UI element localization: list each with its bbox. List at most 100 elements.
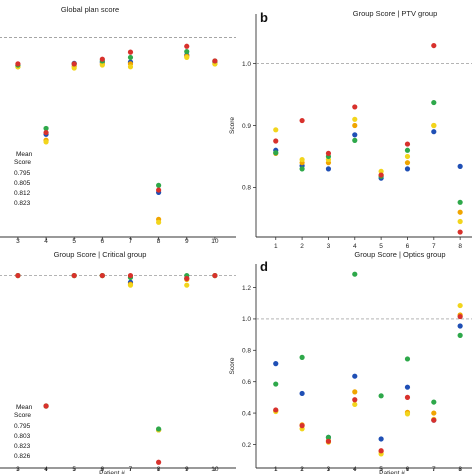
x-tick-label: 5 <box>72 466 76 473</box>
y-tick-label: 1.2 <box>242 285 251 292</box>
x-tick-label: 9 <box>185 238 189 245</box>
x-tick-label: 2 <box>300 466 304 473</box>
data-point-blue <box>299 390 305 397</box>
data-point-green <box>156 182 162 188</box>
data-point-orange <box>457 209 463 215</box>
data-point-blue <box>431 129 437 135</box>
data-point-red <box>352 397 358 403</box>
data-point-orange <box>431 410 437 416</box>
data-point-yellow <box>352 116 358 122</box>
data-point-red <box>15 61 21 67</box>
data-point-red <box>99 56 105 62</box>
data-point-green <box>352 271 358 277</box>
y-tick-label: 0.6 <box>242 379 251 386</box>
data-point-green <box>127 54 134 61</box>
data-point-red <box>431 417 437 423</box>
x-tick-label: 6 <box>101 466 105 473</box>
data-point-red <box>457 313 463 320</box>
mean-heading: Mean <box>16 404 33 411</box>
data-point-red <box>325 438 332 444</box>
data-point-red <box>99 272 105 279</box>
x-tick-label: 4 <box>353 243 357 250</box>
data-point-red <box>43 403 49 409</box>
data-point-red <box>127 49 134 55</box>
data-point-red <box>299 117 305 124</box>
data-point-red <box>457 229 463 235</box>
x-tick-label: 7 <box>129 238 133 245</box>
data-point-blue <box>378 436 384 442</box>
data-point-yellow <box>127 282 134 288</box>
data-point-red <box>212 272 218 279</box>
data-point-red <box>184 43 190 49</box>
x-tick-label: 6 <box>101 238 105 245</box>
data-point-green <box>299 166 305 172</box>
data-point-green <box>431 99 437 106</box>
data-point-green <box>431 399 437 405</box>
data-point-orange <box>352 389 358 395</box>
data-point-yellow <box>457 218 463 225</box>
data-point-yellow <box>352 401 358 408</box>
data-point-yellow <box>184 54 190 61</box>
data-point-yellow <box>404 153 411 160</box>
data-point-yellow <box>378 168 384 174</box>
data-point-red <box>325 150 332 156</box>
y-tick-label: 0.8 <box>242 185 251 192</box>
x-tick-label: 5 <box>379 466 383 473</box>
data-point-yellow <box>43 139 49 145</box>
data-point-red <box>43 129 49 136</box>
x-tick-label: 4 <box>44 466 48 473</box>
data-point-green <box>184 48 190 55</box>
data-point-orange <box>404 160 411 166</box>
mean-score-value: 0.805 <box>14 180 31 187</box>
mean-score-value: 0.826 <box>14 453 31 460</box>
data-point-green <box>273 381 279 387</box>
x-tick-label: 4 <box>353 466 357 473</box>
data-point-blue <box>352 132 358 138</box>
y-tick-label: 0.9 <box>242 123 251 130</box>
x-tick-label: 10 <box>211 238 219 245</box>
x-tick-label: 6 <box>406 243 410 250</box>
data-point-red <box>156 187 162 193</box>
mean-heading: Score <box>14 412 31 419</box>
mean-score-value: 0.823 <box>14 443 31 450</box>
x-tick-label: 8 <box>157 466 161 473</box>
x-axis-label: Patient # <box>99 470 125 474</box>
x-tick-label: 2 <box>300 243 304 250</box>
mean-score-value: 0.795 <box>14 170 31 177</box>
data-point-green <box>299 354 305 360</box>
data-point-red <box>404 394 411 400</box>
data-point-yellow <box>71 65 77 71</box>
x-tick-label: 5 <box>72 238 76 245</box>
data-point-green <box>325 434 332 440</box>
x-tick-label: 3 <box>16 238 20 245</box>
x-tick-label: 7 <box>432 243 436 250</box>
x-tick-label: 1 <box>274 466 278 473</box>
mean-score-value: 0.795 <box>14 423 31 430</box>
data-point-red <box>378 448 384 454</box>
mean-heading: Mean <box>16 151 33 158</box>
data-point-yellow <box>273 127 279 133</box>
y-tick-label: 0.4 <box>242 410 251 417</box>
data-point-blue <box>404 166 411 172</box>
data-point-blue <box>404 384 411 390</box>
x-tick-label: 8 <box>458 243 462 250</box>
data-point-blue <box>457 163 463 169</box>
x-tick-label: 9 <box>185 466 189 473</box>
data-point-red <box>127 272 134 279</box>
data-point-green <box>378 393 384 399</box>
x-tick-label: 6 <box>406 466 410 473</box>
x-axis-label: Patient # <box>379 470 405 474</box>
chart-title: Global plan score <box>61 5 119 14</box>
data-point-red <box>273 407 279 413</box>
data-point-green <box>404 147 411 153</box>
x-tick-label: 3 <box>327 466 331 473</box>
data-point-blue <box>325 166 332 172</box>
x-tick-label: 3 <box>16 466 20 473</box>
mean-score-value: 0.823 <box>14 200 31 207</box>
panel-letter: d <box>260 259 268 274</box>
data-point-red <box>184 275 190 282</box>
data-point-red <box>212 58 218 64</box>
data-point-green <box>352 137 358 143</box>
chart-title: Group Score | Critical group <box>54 250 147 259</box>
